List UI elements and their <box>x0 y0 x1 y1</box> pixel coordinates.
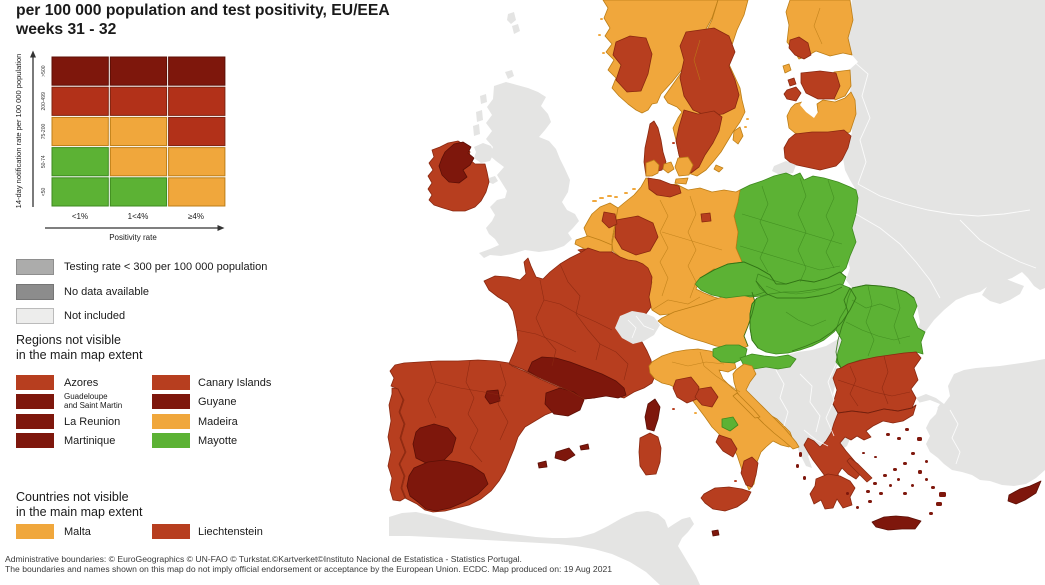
svg-text:50-74: 50-74 <box>41 155 47 168</box>
svg-text:<1%: <1% <box>72 212 88 221</box>
svg-text:75-200: 75-200 <box>41 124 47 140</box>
svg-text:Positivity rate: Positivity rate <box>109 233 157 242</box>
svg-text:14-day notification rate per 1: 14-day notification rate per 100 000 pop… <box>14 54 23 209</box>
svg-text:<50: <50 <box>41 187 47 196</box>
svg-text:1<4%: 1<4% <box>128 212 149 221</box>
svg-text:≥4%: ≥4% <box>188 212 204 221</box>
svg-text:>500: >500 <box>41 65 47 76</box>
svg-text:200-499: 200-499 <box>41 92 47 111</box>
